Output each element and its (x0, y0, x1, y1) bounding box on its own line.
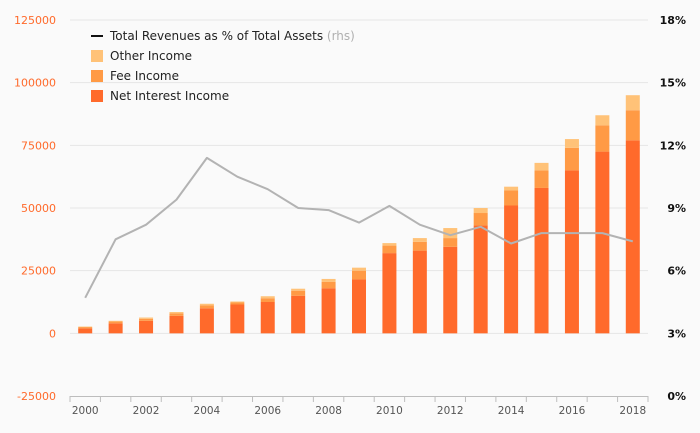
legend-label-total-revenues-as-of-total-assets: Total Revenues as % of Total Assets (rhs… (109, 29, 355, 43)
legend-label-net-interest-income: Net Interest Income (110, 89, 229, 103)
bar-fee-income-2013 (473, 213, 488, 226)
y-left-tick-label: 100000 (14, 77, 56, 90)
x-tick-label: 2000 (72, 405, 99, 417)
legend-label-other-income: Other Income (110, 49, 192, 63)
bar-fee-income-2014 (504, 190, 519, 206)
bar-net-interest-income-2006 (260, 302, 275, 334)
bar-net-interest-income-2013 (473, 225, 488, 334)
bar-other-income-2017 (595, 115, 610, 126)
x-tick-label: 2008 (315, 405, 342, 417)
bar-net-interest-income-2012 (443, 246, 458, 334)
bar-net-interest-income-2017 (595, 151, 610, 334)
bar-fee-income-2005 (230, 302, 245, 305)
y-right-tick-label: 12% (660, 139, 686, 152)
y-right-tick-label: 0% (667, 390, 686, 403)
bar-other-income-2013 (473, 208, 488, 214)
y-right-tick-label: 6% (667, 265, 686, 278)
x-tick-label: 2010 (376, 405, 403, 417)
bar-fee-income-2011 (412, 241, 427, 251)
bar-net-interest-income-2009 (352, 279, 366, 334)
bar-fee-income-2003 (169, 313, 184, 316)
bar-net-interest-income-2003 (169, 315, 184, 334)
axes: -25000 0 25000 50000 75000 100000 125000 0% 3% 6%… (14, 14, 686, 417)
bar-fee-income-2002 (139, 318, 154, 321)
bar-net-interest-income-2005 (230, 304, 245, 334)
bar-other-income-2014 (504, 186, 519, 191)
bar-net-interest-income-2016 (564, 170, 579, 334)
bar-net-interest-income-2007 (291, 295, 306, 334)
x-tick-label: 2014 (498, 405, 525, 417)
bar-net-interest-income-2008 (321, 288, 336, 334)
y-left-tick-label: 125000 (14, 14, 56, 27)
bar-net-interest-income-2010 (382, 253, 397, 334)
bar-net-interest-income-2018 (625, 140, 640, 334)
bar-other-income-2000 (78, 326, 93, 328)
bar-series (78, 95, 640, 334)
bar-other-income-2007 (291, 288, 306, 291)
bar-fee-income-2008 (321, 281, 336, 289)
bar-other-income-2005 (230, 301, 245, 303)
bar-other-income-2003 (169, 312, 184, 314)
y-left-tick-label: 75000 (21, 139, 56, 152)
bar-net-interest-income-2011 (412, 250, 427, 334)
bar-fee-income-2001 (108, 321, 123, 324)
legend-swatch-fee-income (91, 70, 103, 82)
bar-other-income-2010 (382, 243, 397, 246)
bar-other-income-2018 (625, 95, 640, 111)
bar-fee-income-2009 (352, 270, 366, 280)
legend-label-fee-income: Fee Income (110, 69, 179, 83)
bar-fee-income-2015 (534, 170, 549, 188)
bar-fee-income-2010 (382, 245, 397, 254)
legend-suffix-rhs: (rhs) (323, 29, 355, 43)
bar-fee-income-2004 (199, 305, 214, 309)
legend: Total Revenues as % of Total Assets (rhs… (91, 29, 355, 103)
y-left-tick-label: 25000 (21, 265, 56, 278)
x-tick-label: 2004 (194, 405, 221, 417)
bar-other-income-2009 (352, 267, 366, 271)
y-left-tick-label: -25000 (17, 390, 56, 403)
bar-fee-income-2006 (260, 298, 275, 302)
line-series (84, 156, 634, 299)
x-tick-label: 2002 (133, 405, 160, 417)
bar-fee-income-2018 (625, 110, 640, 141)
bar-other-income-2016 (564, 139, 579, 148)
bar-other-income-2002 (139, 317, 154, 319)
x-tick-label: 2016 (559, 405, 586, 417)
bar-net-interest-income-2004 (199, 308, 214, 334)
y-right-tick-label: 18% (660, 14, 686, 27)
bar-other-income-2004 (199, 303, 214, 306)
y-left-tick-label: 0 (49, 327, 56, 340)
bar-fee-income-2012 (443, 238, 458, 247)
y-right-tick-label: 9% (667, 202, 686, 215)
bar-fee-income-2016 (564, 147, 579, 171)
bar-other-income-2015 (534, 162, 549, 171)
line-total-revenues-pct-assets (84, 156, 634, 299)
bar-other-income-2008 (321, 278, 336, 282)
legend-swatch-net-interest-income (91, 90, 103, 102)
bar-fee-income-2000 (78, 327, 93, 329)
bar-fee-income-2017 (595, 125, 610, 152)
y-left-tick-label: 50000 (21, 202, 56, 215)
y-right-tick-label: 3% (667, 327, 686, 340)
bar-fee-income-2007 (291, 290, 306, 296)
x-tick-label: 2018 (619, 405, 646, 417)
bar-other-income-2011 (412, 238, 427, 242)
bar-other-income-2006 (260, 296, 275, 299)
x-tick-label: 2012 (437, 405, 464, 417)
bar-net-interest-income-2000 (78, 328, 93, 334)
bar-other-income-2012 (443, 228, 458, 239)
y-right-tick-label: 15% (660, 77, 686, 90)
x-tick-label: 2006 (254, 405, 281, 417)
legend-swatch-other-income (91, 50, 103, 62)
bar-other-income-2001 (108, 320, 123, 322)
bar-net-interest-income-2001 (108, 323, 123, 334)
bar-net-interest-income-2015 (534, 187, 549, 334)
bar-net-interest-income-2014 (504, 205, 519, 334)
bar-net-interest-income-2002 (139, 320, 154, 334)
